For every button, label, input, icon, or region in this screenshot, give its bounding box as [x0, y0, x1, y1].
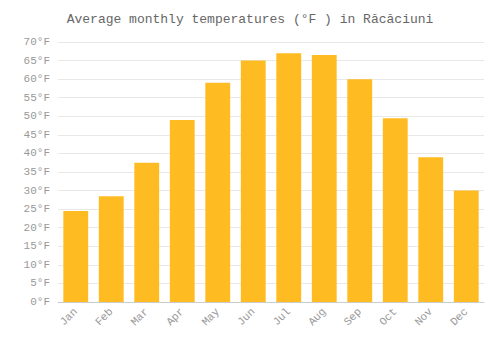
svg-text:Sep: Sep: [342, 306, 364, 328]
svg-text:Aug: Aug: [306, 306, 328, 328]
svg-text:Jul: Jul: [271, 306, 293, 328]
svg-text:Average monthly temperatures (: Average monthly temperatures (°F ) in Ră…: [67, 12, 434, 27]
svg-text:Nov: Nov: [413, 305, 436, 328]
svg-text:Jun: Jun: [235, 306, 257, 328]
svg-text:Jan: Jan: [58, 306, 80, 328]
svg-text:5°F: 5°F: [30, 277, 50, 289]
svg-text:50°F: 50°F: [24, 110, 50, 122]
svg-text:Feb: Feb: [93, 306, 115, 328]
svg-text:40°F: 40°F: [24, 147, 50, 159]
svg-text:55°F: 55°F: [24, 92, 50, 104]
svg-text:Dec: Dec: [448, 306, 470, 328]
svg-text:15°F: 15°F: [24, 240, 50, 252]
svg-text:25°F: 25°F: [24, 203, 50, 215]
svg-text:30°F: 30°F: [24, 185, 50, 197]
svg-text:35°F: 35°F: [24, 166, 50, 178]
svg-text:0°F: 0°F: [30, 296, 50, 308]
svg-text:70°F: 70°F: [24, 36, 50, 48]
svg-text:10°F: 10°F: [24, 259, 50, 271]
svg-text:Apr: Apr: [164, 306, 186, 328]
svg-text:Mar: Mar: [129, 306, 151, 328]
svg-text:Oct: Oct: [377, 306, 399, 328]
svg-text:60°F: 60°F: [24, 73, 50, 85]
svg-text:65°F: 65°F: [24, 55, 50, 67]
svg-text:45°F: 45°F: [24, 129, 50, 141]
svg-text:May: May: [200, 305, 223, 328]
svg-text:20°F: 20°F: [24, 222, 50, 234]
